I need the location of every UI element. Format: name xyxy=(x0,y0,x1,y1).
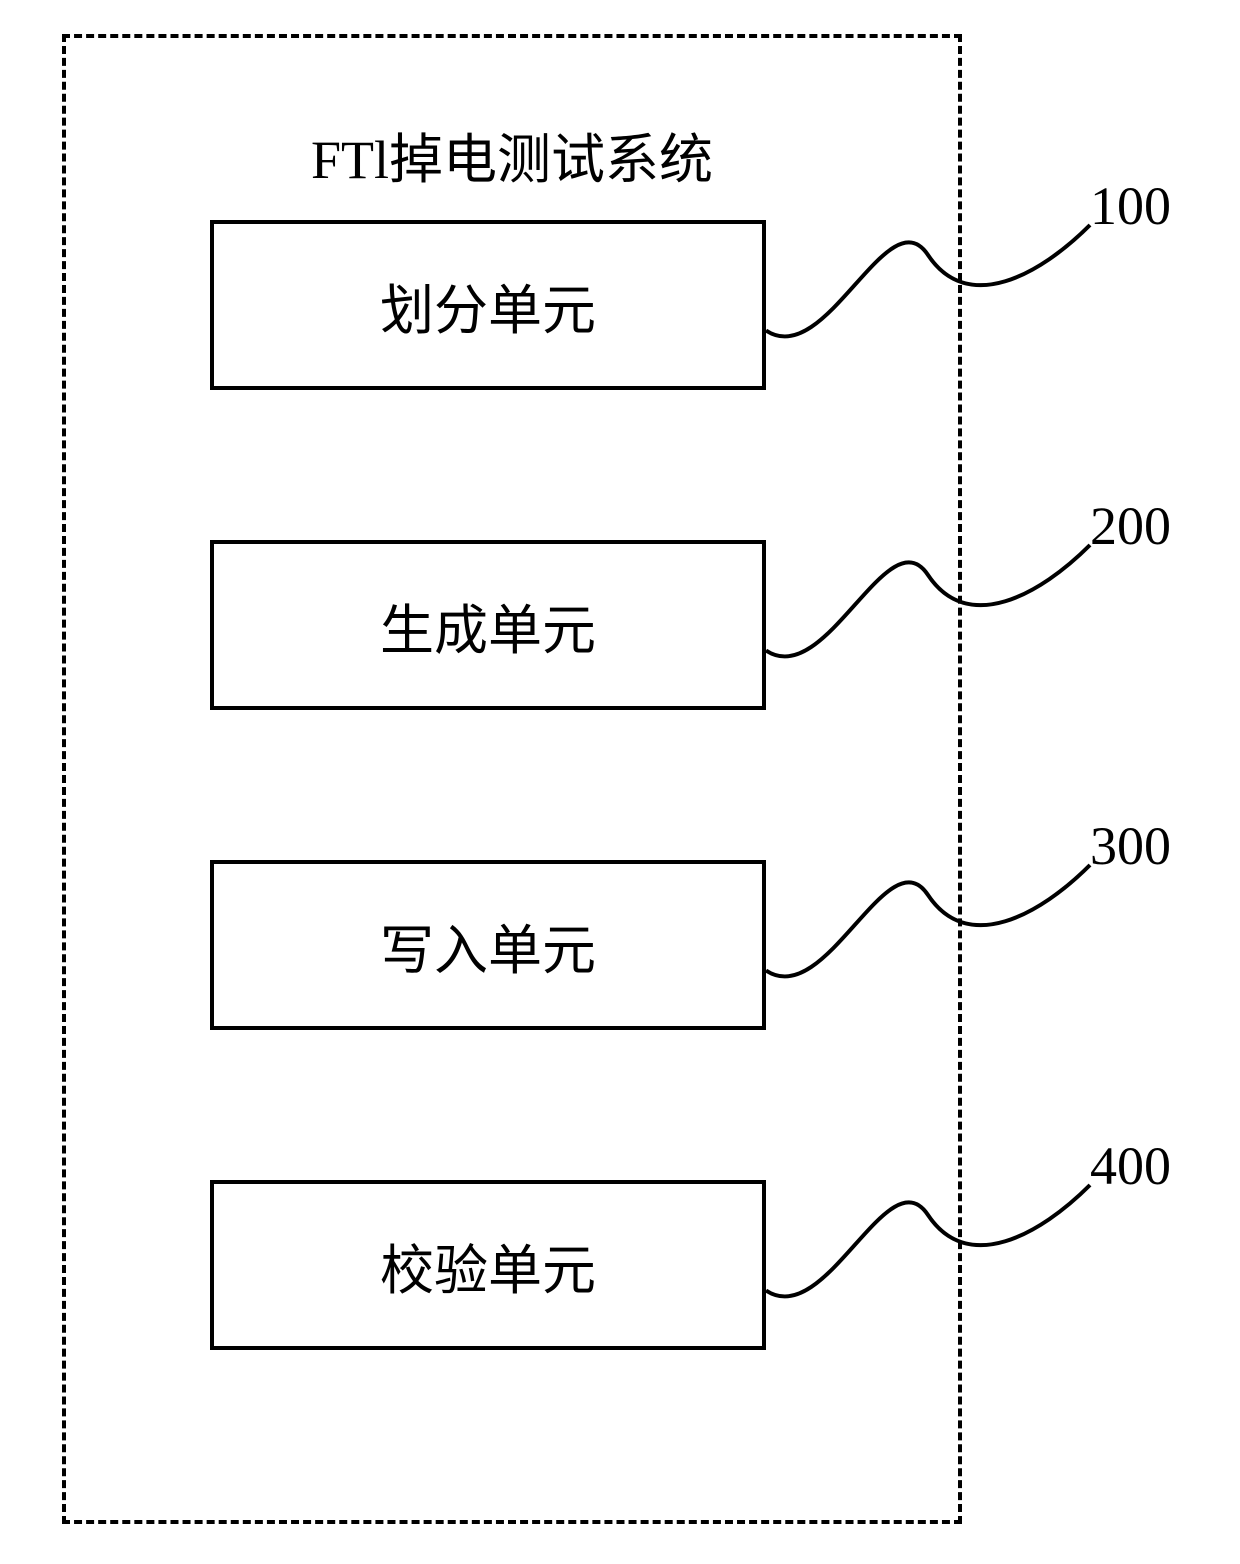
callout-curve-2 xyxy=(766,815,1110,1021)
callout-label-0: 100 xyxy=(1090,175,1171,237)
unit-label-3: 校验单元 xyxy=(380,1226,596,1305)
callout-label-3: 400 xyxy=(1090,1135,1171,1197)
unit-box-0: 划分单元 xyxy=(210,220,766,390)
callout-label-1: 200 xyxy=(1090,495,1171,557)
callout-curve-0 xyxy=(766,175,1110,381)
unit-box-1: 生成单元 xyxy=(210,540,766,710)
unit-label-0: 划分单元 xyxy=(380,266,596,345)
callout-label-2: 300 xyxy=(1090,815,1171,877)
unit-box-2: 写入单元 xyxy=(210,860,766,1030)
callout-curve-1 xyxy=(766,495,1110,701)
unit-label-2: 写入单元 xyxy=(380,906,596,985)
unit-label-1: 生成单元 xyxy=(380,586,596,665)
callout-curve-3 xyxy=(766,1135,1110,1341)
unit-box-3: 校验单元 xyxy=(210,1180,766,1350)
